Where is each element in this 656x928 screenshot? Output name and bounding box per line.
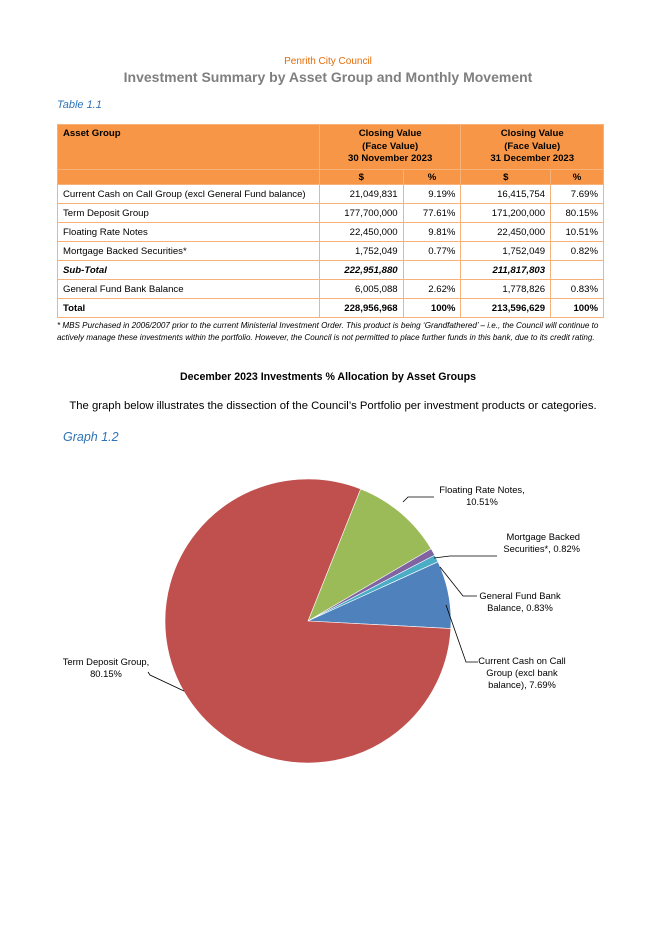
leader-line-term-deposit (147, 671, 185, 692)
header-dec-closing: Closing Value (Face Value) 31 December 2… (460, 124, 604, 170)
table-header-row: Asset Group Closing Value (Face Value) 3… (57, 124, 604, 170)
leader-line-current-cash (445, 604, 478, 663)
row-nov-value: 228,956,968 (318, 298, 404, 318)
label-line: 10.51% (466, 496, 498, 507)
row-name: Total (57, 298, 320, 318)
header-asset-group: Asset Group (57, 124, 320, 170)
label-term-deposit: Term Deposit Group, 80.15% (56, 656, 156, 680)
slice-floating-rate-notes (307, 488, 432, 622)
header-nov-line1: Closing Value (358, 128, 422, 139)
row-nov-pct: 100% (402, 298, 462, 318)
label-line: Group (excl bank (486, 667, 558, 678)
graph-caption: Graph 1.2 (63, 430, 119, 444)
section-heading: December 2023 Investments % Allocation b… (180, 371, 476, 383)
table-row: Mortgage Backed Securities* 1,752,049 0.… (57, 241, 604, 261)
leader-line-general-fund (439, 566, 477, 597)
row-dec-value: 213,596,629 (460, 298, 552, 318)
table-row-total: Total 228,956,968 100% 213,596,629 100% (57, 298, 604, 318)
label-line: Floating Rate Notes, (439, 484, 525, 495)
label-line: Mortgage Backed (506, 531, 580, 542)
row-dec-pct: 100% (550, 298, 604, 318)
header-dec-line1: Closing Value (500, 128, 564, 139)
header-nov-closing: Closing Value (Face Value) 30 November 2… (318, 124, 462, 170)
label-line: Balance, 0.83% (487, 602, 553, 613)
leader-line-mortgage-backed (433, 555, 497, 559)
header-dec-line2: (Face Value) (504, 140, 561, 152)
investment-summary-table: Asset Group Closing Value (Face Value) 3… (57, 124, 604, 318)
label-line: Securities*, 0.82% (503, 543, 580, 554)
council-name: Penrith City Council (284, 56, 372, 67)
subheader-nov-dollar: $ (318, 169, 404, 185)
label-line: General Fund Bank (479, 590, 561, 601)
label-mortgage-backed: Mortgage Backed Securities*, 0.82% (494, 531, 580, 555)
label-line: Term Deposit Group, (62, 656, 150, 667)
header-nov-line3: 30 November 2023 (348, 153, 433, 164)
table-caption: Table 1.1 (57, 99, 102, 111)
slice-term-deposit (164, 478, 452, 764)
header-nov-line2: (Face Value) (362, 140, 419, 152)
header-dec-line3: 31 December 2023 (490, 153, 575, 164)
subheader-dec-pct: % (550, 169, 604, 185)
table-row: Floating Rate Notes 22,450,000 9.81% 22,… (57, 222, 604, 242)
section-description: The graph below illustrates the dissecti… (69, 400, 597, 412)
label-current-cash: Current Cash on Call Group (excl bank ba… (474, 655, 570, 691)
label-general-fund: General Fund Bank Balance, 0.83% (475, 590, 565, 614)
table-row: General Fund Bank Balance 6,005,088 2.62… (57, 279, 604, 299)
label-floating-rate-notes: Floating Rate Notes, 10.51% (432, 484, 532, 508)
leader-line-floating-rate-notes (402, 496, 434, 503)
table-footnote: * MBS Purchased in 2006/2007 prior to th… (57, 321, 599, 342)
label-line: balance), 7.69% (488, 679, 556, 690)
subheader-nov-pct: % (402, 169, 462, 185)
label-line: 80.15% (90, 668, 122, 679)
label-line: Current Cash on Call (478, 655, 566, 666)
page-title: Investment Summary by Asset Group and Mo… (123, 69, 533, 85)
row-nov-pct: 2.62% (402, 279, 462, 299)
